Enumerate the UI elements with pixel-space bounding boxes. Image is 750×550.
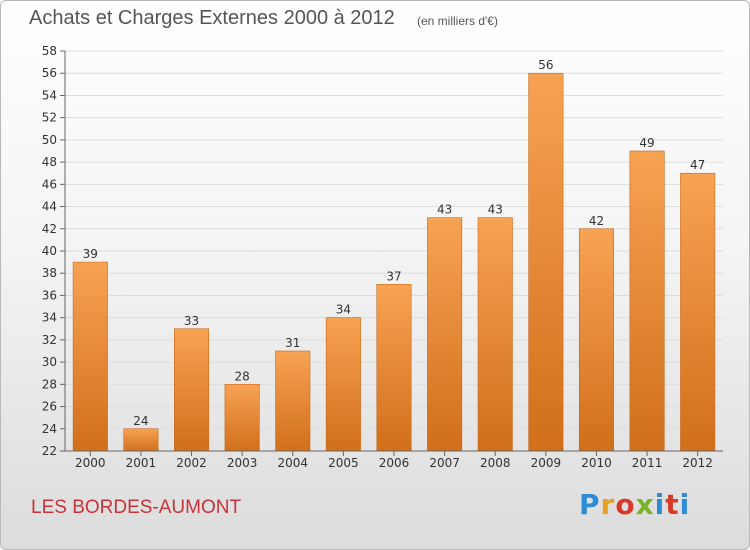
bar-2010 xyxy=(578,228,614,452)
bar-2011 xyxy=(629,150,665,452)
y-tick-label: 44 xyxy=(42,200,57,214)
x-tick-label-2004: 2004 xyxy=(277,456,308,470)
commune-name: LES BORDES-AUMONT xyxy=(31,497,242,518)
y-tick-label: 40 xyxy=(42,244,57,258)
y-tick-label: 36 xyxy=(42,288,57,302)
logo-letter: t xyxy=(665,488,680,521)
bar-2001 xyxy=(123,428,159,452)
x-tick-label-2005: 2005 xyxy=(328,456,359,470)
y-tick-label: 30 xyxy=(42,355,57,369)
bar-2006 xyxy=(376,284,412,452)
chart-title: Achats et Charges Externes 2000 à 2012 xyxy=(29,7,395,29)
data-label-2002: 33 xyxy=(184,314,199,328)
y-tick-label: 34 xyxy=(42,311,57,325)
labels: 22 24 26 28 30 32 34 36 38 40 42 44 46 48 50 52 54 56 58 39… xyxy=(42,44,713,470)
x-tick-label-2010: 2010 xyxy=(581,456,612,470)
data-label-2001: 24 xyxy=(133,414,148,428)
data-label-2009: 56 xyxy=(538,58,553,72)
bar-2003 xyxy=(224,384,260,452)
bar-2008 xyxy=(477,217,513,452)
bar-2002 xyxy=(174,328,210,452)
bar-2004 xyxy=(275,350,311,452)
y-tick-label: 48 xyxy=(42,155,57,169)
y-tick-label: 46 xyxy=(42,177,57,191)
bar-2012 xyxy=(680,172,716,452)
x-tick-label-2003: 2003 xyxy=(227,456,258,470)
x-tick-label-2007: 2007 xyxy=(429,456,460,470)
y-tick-label: 52 xyxy=(42,111,57,125)
axes xyxy=(60,50,723,456)
y-tick-label: 54 xyxy=(42,88,57,102)
y-tick-label: 38 xyxy=(42,266,57,280)
y-tick-label: 56 xyxy=(42,66,57,80)
logo-letter: r xyxy=(600,488,616,521)
y-tick-label: 42 xyxy=(42,222,57,236)
data-label-2012: 47 xyxy=(690,158,705,172)
x-tick-label-2000: 2000 xyxy=(75,456,106,470)
y-tick-label: 32 xyxy=(42,333,57,347)
data-label-2010: 42 xyxy=(589,214,604,228)
bar-2009 xyxy=(528,72,564,452)
x-tick-label-2012: 2012 xyxy=(682,456,713,470)
data-label-2004: 31 xyxy=(285,336,300,350)
bar-2000 xyxy=(72,261,108,452)
logo-letter: P xyxy=(579,488,601,521)
y-tick-label: 24 xyxy=(42,422,57,436)
y-tick-label: 58 xyxy=(42,44,57,58)
x-tick-label-2009: 2009 xyxy=(531,456,562,470)
x-tick-label-2001: 2001 xyxy=(126,456,157,470)
bar-2005 xyxy=(325,317,361,452)
data-label-2011: 49 xyxy=(639,136,654,150)
data-label-2008: 43 xyxy=(488,203,503,217)
x-tick-label-2002: 2002 xyxy=(176,456,207,470)
data-label-2006: 37 xyxy=(386,269,401,283)
y-tick-label: 50 xyxy=(42,133,57,147)
logo-letter: x xyxy=(635,488,655,521)
y-tick-label: 28 xyxy=(42,377,57,391)
x-tick-label-2006: 2006 xyxy=(379,456,410,470)
y-tick-label: 26 xyxy=(42,400,57,414)
bar-2007 xyxy=(427,217,463,452)
y-tick-label: 22 xyxy=(42,444,57,458)
data-label-2005: 34 xyxy=(336,303,351,317)
x-tick-label-2008: 2008 xyxy=(480,456,511,470)
data-label-2007: 43 xyxy=(437,203,452,217)
chart-unit: (en milliers d'€) xyxy=(417,14,498,28)
data-label-2003: 28 xyxy=(235,369,250,383)
x-tick-label-2011: 2011 xyxy=(632,456,663,470)
logo-letter: o xyxy=(615,488,636,521)
logo-letter: i xyxy=(654,488,666,521)
bars xyxy=(72,72,716,452)
logo-letter: i xyxy=(679,488,691,521)
data-label-2000: 39 xyxy=(83,247,98,261)
